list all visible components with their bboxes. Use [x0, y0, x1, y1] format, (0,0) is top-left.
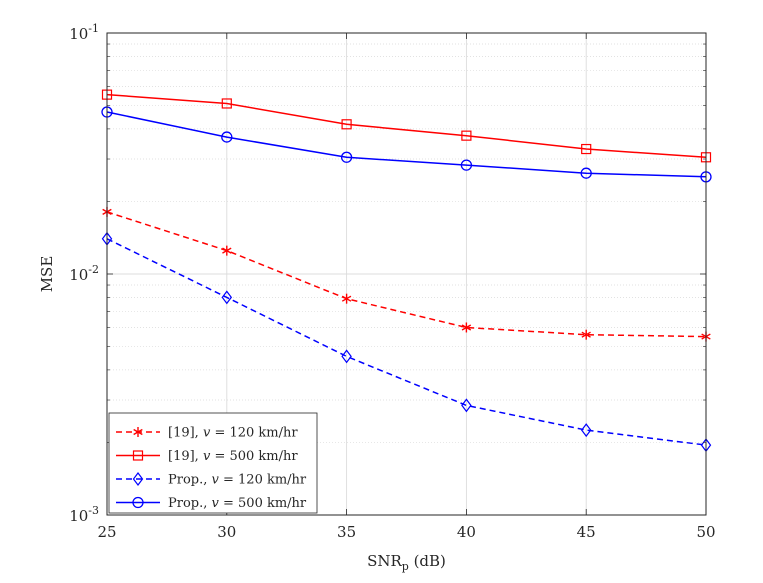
x-tick-label: 30	[217, 523, 236, 541]
legend-label-variable: v	[203, 449, 211, 464]
series-line-4	[106, 111, 707, 178]
asterisk-stroke	[222, 247, 232, 254]
x-axis-label: SNRp (dB)	[367, 552, 446, 573]
axis-ticks	[106, 32, 707, 516]
series-group	[101, 89, 712, 453]
legend-label-3: Prop., v = 120 km/hr	[168, 473, 307, 488]
x-tick-label: 50	[696, 523, 715, 541]
series-2-marker	[461, 130, 472, 141]
y-tick-label: 10-1	[69, 22, 99, 43]
series-2-marker	[341, 119, 352, 130]
y-tick-label-exponent: -2	[88, 263, 99, 276]
asterisk-stroke	[133, 428, 143, 436]
legend-label-prefix: [19],	[168, 426, 203, 441]
legend-label-4: Prop., v = 500 km/hr	[168, 496, 307, 511]
x-tick-label: 45	[577, 523, 596, 541]
y-tick-labels: 10-310-210-1	[69, 22, 99, 525]
series-3-marker	[341, 349, 352, 364]
legend-label-prefix: Prop.,	[168, 473, 212, 488]
series-1-marker	[341, 293, 352, 304]
asterisk-stroke	[581, 331, 591, 338]
legend-label-prefix: Prop.,	[168, 496, 212, 511]
legend-label-variable: v	[203, 426, 211, 441]
x-tick-labels: 25 30 35 40 45 50	[97, 523, 715, 541]
x-axis-label-subscript: p	[402, 560, 409, 573]
series-line-2	[106, 93, 707, 159]
y-tick-label-exponent: -1	[88, 22, 99, 35]
x-axis-label-units: (dB)	[409, 552, 446, 570]
series-3-marker	[461, 398, 472, 413]
series-1-marker	[222, 245, 232, 256]
y-tick-label: 10-2	[69, 263, 99, 284]
legend-label-variable: v	[212, 496, 220, 511]
x-tick-label: 35	[337, 523, 356, 541]
legend-label-prefix: [19],	[168, 449, 203, 464]
legend-marker-1	[133, 427, 143, 437]
legend-box	[108, 412, 318, 514]
y-axis-label: MSE	[38, 256, 56, 293]
legend-label-2: [19], v = 500 km/hr	[168, 449, 298, 464]
legend-marker-2	[132, 450, 144, 461]
series-3-marker	[580, 423, 592, 438]
legend-label-suffix: = 120 km/hr	[219, 473, 307, 488]
legend: [19], v = 120 km/hr[19], v = 500 km/hrPr…	[108, 412, 318, 514]
legend-label-suffix: = 500 km/hr	[210, 449, 298, 464]
y-tick-label-base: 10	[69, 507, 88, 525]
series-2-marker	[581, 143, 592, 155]
series-1-marker	[581, 329, 591, 340]
y-tick-label-exponent: -3	[88, 504, 99, 517]
series-4-marker	[221, 131, 233, 143]
series-4-marker	[460, 159, 473, 171]
asterisk-stroke	[341, 295, 352, 302]
legend-marker-3	[132, 472, 144, 486]
x-tick-label: 25	[97, 523, 116, 541]
series-line-3	[106, 238, 707, 446]
series-1-marker	[461, 322, 472, 333]
legend-label-suffix: = 500 km/hr	[219, 496, 307, 511]
x-tick-label: 40	[457, 523, 476, 541]
series-2-marker	[221, 98, 232, 109]
y-tick-label-base: 10	[69, 266, 88, 284]
legend-marker-4	[132, 496, 144, 509]
series-line-1	[106, 211, 707, 338]
series-4-marker	[580, 167, 592, 179]
x-axis-label-main: SNR	[367, 552, 402, 570]
asterisk-stroke	[461, 324, 472, 331]
series-3-marker	[221, 290, 233, 305]
legend-label-1: [19], v = 120 km/hr	[168, 426, 298, 441]
y-tick-label: 10-3	[69, 504, 99, 525]
y-tick-label-base: 10	[69, 25, 88, 43]
series-4-marker	[340, 151, 353, 163]
legend-label-suffix: = 120 km/hr	[210, 426, 298, 441]
legend-label-variable: v	[212, 473, 220, 488]
